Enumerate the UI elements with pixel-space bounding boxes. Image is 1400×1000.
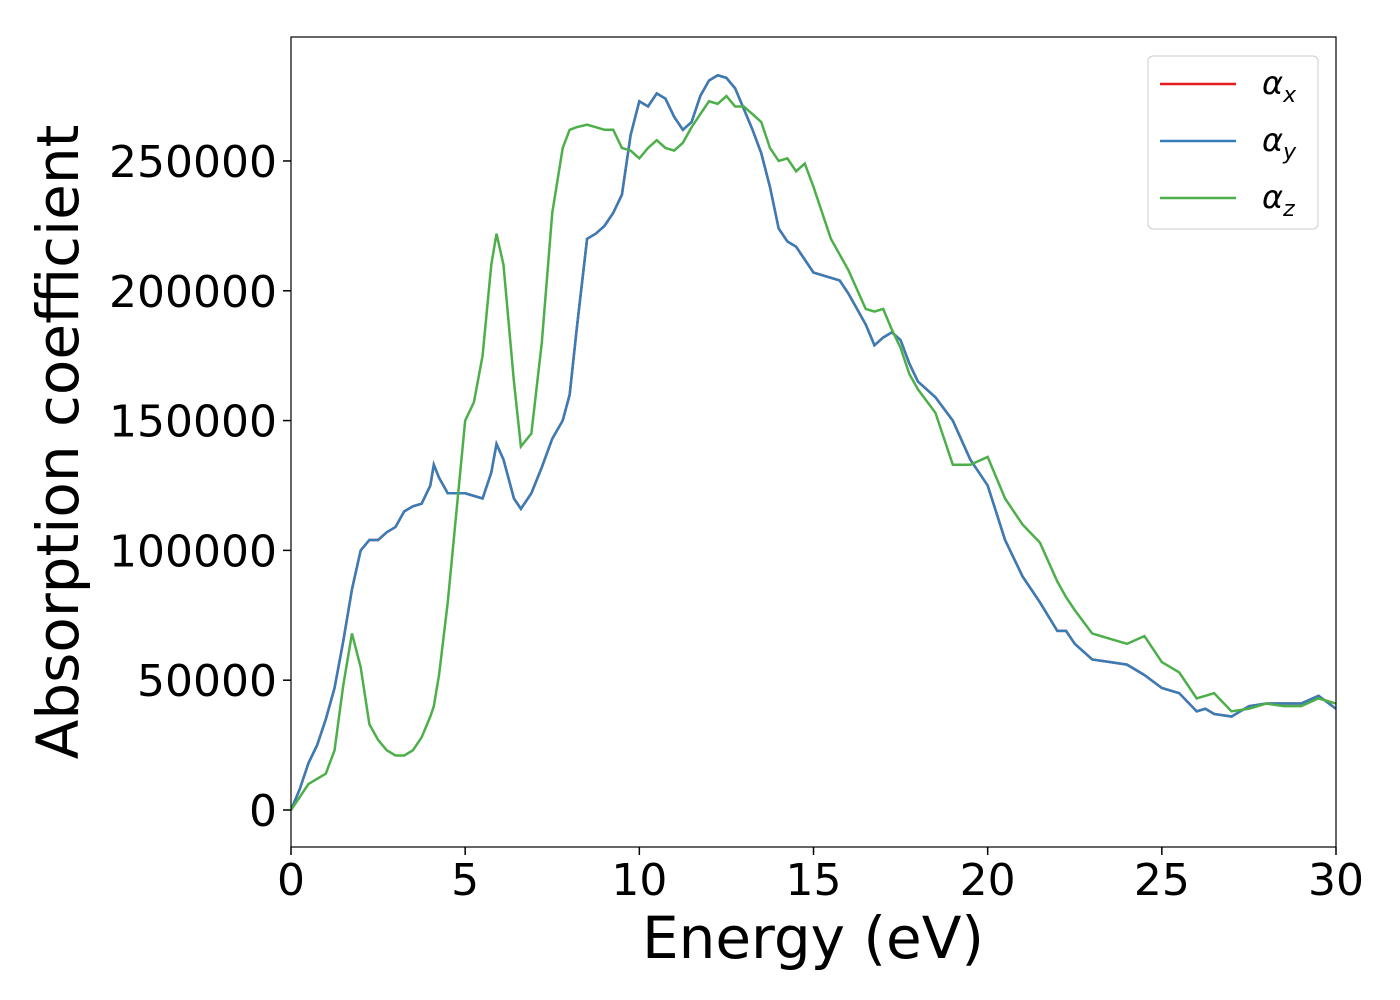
x-tick-label: 20 — [960, 855, 1016, 906]
legend-label: αx — [1262, 64, 1297, 108]
y-tick-label: 0 — [249, 786, 277, 837]
x-tick-label: 0 — [277, 855, 305, 906]
y-tick-label: 50000 — [137, 656, 277, 707]
series-line — [291, 73, 1336, 811]
plot-frame — [290, 36, 1337, 848]
x-tick-label: 30 — [1308, 855, 1364, 906]
x-tick-label: 5 — [451, 855, 479, 906]
x-tick-label: 25 — [1134, 855, 1190, 906]
legend-box — [1147, 55, 1319, 230]
y-tick-label: 150000 — [109, 397, 277, 448]
y-tick-label: 250000 — [109, 137, 277, 188]
legend-label: αy — [1262, 121, 1297, 165]
y-tick-label: 100000 — [109, 526, 277, 577]
series-line — [291, 94, 1336, 811]
x-tick-label: 10 — [611, 855, 667, 906]
y-axis-label: Absorption coefficient — [24, 125, 92, 760]
x-axis-label: Energy (eV) — [642, 904, 984, 972]
y-tick-label: 200000 — [109, 267, 277, 318]
x-tick-label: 15 — [786, 855, 842, 906]
legend-label: αz — [1262, 178, 1295, 222]
